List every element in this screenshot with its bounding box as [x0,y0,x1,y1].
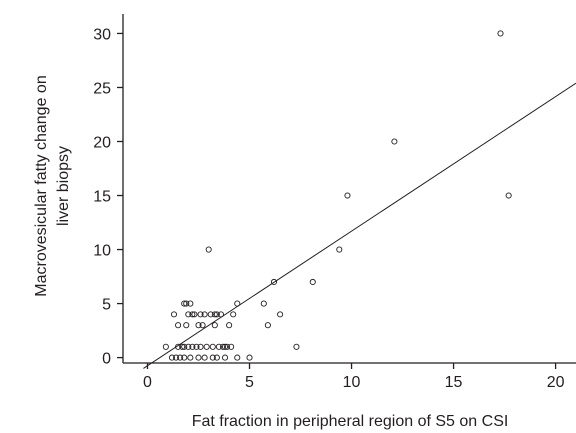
data-point [221,354,229,361]
data-point [201,311,208,318]
data-point [189,343,196,350]
x-tick-label: 0 [143,374,152,391]
data-point [270,278,278,286]
data-point [226,322,233,329]
x-axis-title: Fat fraction in peripheral region of S5 … [192,413,509,430]
data-point [185,311,192,318]
data-point [177,354,184,361]
data-point [205,246,212,253]
regression-line [143,82,576,369]
data-point [228,343,235,350]
data-point [213,311,220,318]
y-axis-title-line-1: Macrovesicular fatty change on [33,75,50,296]
data-point [162,343,169,350]
axis-ticks: 0 5 10 15 20 25 30 0 5 10 15 20 [93,26,564,391]
data-point [195,322,202,329]
y-axis-title-line-2-text: liver biopsy [55,146,72,226]
data-point [217,311,224,318]
data-point [221,343,229,350]
y-axis-title: Macrovesicular fatty change on [33,75,50,296]
data-point [201,354,208,361]
data-point [224,343,231,350]
data-point [277,311,284,318]
data-point [336,246,343,253]
data-point [207,311,214,318]
y-tick-label: 10 [93,243,111,260]
data-point [264,322,271,329]
data-point [175,322,182,329]
data-point [187,354,194,361]
data-point [497,30,504,37]
data-point [505,192,512,199]
data-point [203,343,210,350]
y-tick-label: 5 [102,297,111,314]
data-point [193,343,200,350]
data-point [185,343,192,350]
x-tick-label: 5 [245,374,254,391]
data-point [181,343,188,350]
data-point [197,343,204,350]
data-point [191,311,198,318]
data-point [209,354,216,361]
data-point [246,354,253,361]
regression-line-group [143,82,576,369]
data-point [391,138,398,145]
data-point [309,278,316,286]
data-point [234,300,241,307]
data-point [260,300,267,307]
y-tick-label: 20 [93,134,111,151]
data-point [195,354,202,361]
data-point [183,322,190,329]
data-point [168,354,176,361]
data-point [183,300,190,307]
data-point [173,354,180,361]
data-point [293,343,300,350]
data-point [215,343,222,350]
data-point [234,354,241,361]
data-point [230,311,237,318]
y-tick-label: 30 [93,26,111,43]
y-tick-label: 0 [102,351,111,368]
data-point [344,192,351,199]
data-point [181,300,188,307]
data-point [211,322,218,329]
data-point [179,343,186,350]
data-point [170,311,178,318]
data-point [189,311,196,318]
x-tick-label: 20 [547,374,565,391]
data-point [199,322,206,329]
x-tick-label: 10 [343,374,361,391]
y-tick-label: 15 [93,189,111,206]
x-tick-label: 15 [445,374,463,391]
data-point [187,300,194,307]
data-point [181,354,188,361]
data-point [209,343,216,350]
data-point [219,343,227,350]
data-point [211,311,218,318]
data-point [175,343,182,350]
data-point [197,311,204,318]
y-tick-label: 25 [93,80,111,97]
y-axis-title-line-2: liver biopsy [55,146,72,226]
data-point [213,354,220,361]
data-points [162,30,512,361]
